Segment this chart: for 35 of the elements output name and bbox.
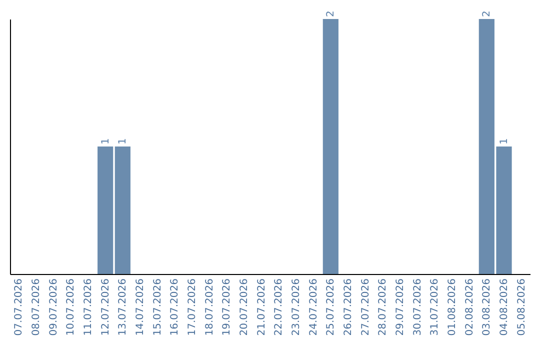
data-label: 1 xyxy=(100,138,112,144)
x-tick-label: 05.08.2026 xyxy=(516,278,528,336)
x-tick-label: 17.07.2026 xyxy=(187,278,198,336)
x-tick-label: 16.07.2026 xyxy=(170,278,181,336)
x-tick-label: 21.07.2026 xyxy=(256,278,268,336)
x-tick-label: 08.07.2026 xyxy=(31,278,42,336)
x-tick-label: 19.07.2026 xyxy=(222,278,233,336)
x-tick-label: 03.08.2026 xyxy=(482,278,493,336)
x-tick-label: 29.07.2026 xyxy=(395,278,406,336)
data-label: 1 xyxy=(118,138,129,144)
x-tick-label: 26.07.2026 xyxy=(343,278,354,336)
x-tick-label: 24.07.2026 xyxy=(308,278,320,336)
x-tick-label: 20.07.2026 xyxy=(239,278,250,336)
x-tick-label: 27.07.2026 xyxy=(360,278,372,336)
x-tick-label: 25.07.2026 xyxy=(326,278,337,336)
x-tick-label: 10.07.2026 xyxy=(66,278,77,336)
x-tick-label: 13.07.2026 xyxy=(118,278,129,336)
data-label: 2 xyxy=(482,10,493,17)
x-tick-label: 04.08.2026 xyxy=(499,278,510,336)
x-tick-label: 02.08.2026 xyxy=(464,278,476,336)
x-tick-label: 18.07.2026 xyxy=(204,278,216,336)
x-tick-label: 07.07.2026 xyxy=(14,278,25,336)
x-tick-label: 15.07.2026 xyxy=(152,278,164,336)
data-label: 2 xyxy=(326,10,337,17)
x-tick-label: 09.07.2026 xyxy=(48,278,60,336)
x-tick-label: 22.07.2026 xyxy=(274,278,285,336)
x-tick-label: 30.07.2026 xyxy=(412,278,424,336)
x-tick-label: 28.07.2026 xyxy=(378,278,389,336)
x-tick-label: 12.07.2026 xyxy=(100,278,112,336)
x-tick-label: 11.07.2026 xyxy=(83,278,94,336)
x-tick-label: 23.07.2026 xyxy=(291,278,302,336)
x-tick-label: 31.07.2026 xyxy=(430,278,441,336)
data-label: 1 xyxy=(499,138,510,144)
x-tick-label: 01.08.2026 xyxy=(447,278,458,336)
x-tick-label: 14.07.2026 xyxy=(135,278,146,336)
